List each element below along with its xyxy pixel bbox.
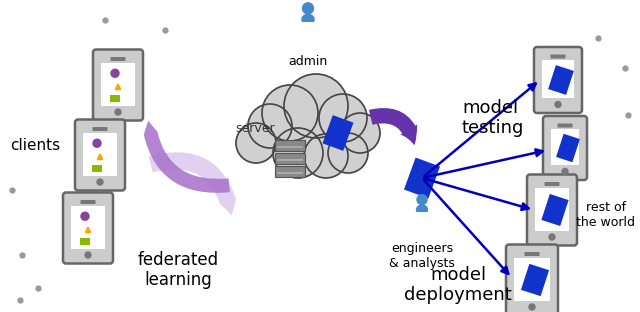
Text: model
deployment: model deployment [404, 266, 512, 305]
Circle shape [303, 3, 314, 14]
FancyBboxPatch shape [543, 116, 587, 180]
Circle shape [97, 179, 103, 185]
Polygon shape [548, 65, 574, 95]
FancyBboxPatch shape [111, 57, 125, 61]
Circle shape [115, 109, 121, 115]
FancyBboxPatch shape [92, 164, 102, 172]
Polygon shape [521, 264, 549, 296]
Circle shape [248, 104, 292, 148]
Text: model
testing: model testing [462, 99, 524, 137]
FancyBboxPatch shape [83, 133, 117, 175]
FancyBboxPatch shape [277, 145, 303, 148]
FancyBboxPatch shape [275, 153, 305, 163]
FancyBboxPatch shape [275, 139, 305, 150]
FancyBboxPatch shape [275, 165, 305, 177]
FancyBboxPatch shape [542, 60, 574, 98]
FancyBboxPatch shape [545, 182, 559, 186]
Circle shape [549, 234, 555, 240]
Text: rest of
the world: rest of the world [577, 201, 636, 229]
Circle shape [284, 74, 348, 138]
FancyArrowPatch shape [148, 152, 236, 215]
Text: admin: admin [289, 55, 328, 68]
Circle shape [111, 69, 119, 77]
FancyBboxPatch shape [514, 257, 550, 300]
FancyBboxPatch shape [301, 22, 315, 28]
Circle shape [417, 195, 427, 205]
FancyBboxPatch shape [75, 119, 125, 191]
Circle shape [328, 133, 368, 173]
Circle shape [236, 123, 276, 163]
FancyBboxPatch shape [93, 50, 143, 120]
Ellipse shape [243, 103, 373, 163]
Ellipse shape [417, 205, 428, 214]
Polygon shape [404, 158, 440, 198]
FancyBboxPatch shape [101, 62, 135, 105]
FancyBboxPatch shape [81, 200, 95, 204]
Circle shape [93, 139, 101, 147]
FancyBboxPatch shape [277, 158, 303, 160]
FancyBboxPatch shape [415, 212, 429, 217]
Circle shape [562, 168, 568, 174]
FancyBboxPatch shape [110, 95, 120, 101]
Polygon shape [556, 134, 580, 162]
Circle shape [81, 212, 89, 220]
FancyBboxPatch shape [63, 193, 113, 264]
FancyArrowPatch shape [369, 108, 417, 145]
FancyBboxPatch shape [525, 252, 540, 256]
Circle shape [273, 128, 323, 178]
FancyBboxPatch shape [557, 124, 573, 128]
FancyBboxPatch shape [80, 237, 90, 245]
Circle shape [529, 304, 535, 310]
FancyBboxPatch shape [506, 245, 558, 312]
Text: clients: clients [10, 138, 60, 153]
FancyBboxPatch shape [534, 47, 582, 113]
Text: federated
learning: federated learning [138, 251, 219, 290]
Text: server: server [235, 121, 275, 134]
FancyBboxPatch shape [93, 127, 108, 131]
Text: engineers
& analysts: engineers & analysts [389, 242, 455, 270]
Circle shape [319, 94, 367, 142]
Circle shape [85, 252, 91, 258]
FancyArrowPatch shape [144, 121, 230, 193]
Circle shape [555, 101, 561, 108]
FancyBboxPatch shape [527, 174, 577, 246]
Polygon shape [323, 115, 353, 151]
Circle shape [340, 113, 380, 153]
Circle shape [304, 134, 348, 178]
Polygon shape [541, 194, 568, 226]
FancyBboxPatch shape [550, 55, 566, 59]
FancyBboxPatch shape [71, 206, 105, 248]
Ellipse shape [302, 14, 314, 24]
Circle shape [262, 85, 318, 141]
FancyBboxPatch shape [551, 129, 579, 165]
FancyBboxPatch shape [277, 172, 303, 173]
FancyBboxPatch shape [535, 188, 569, 231]
